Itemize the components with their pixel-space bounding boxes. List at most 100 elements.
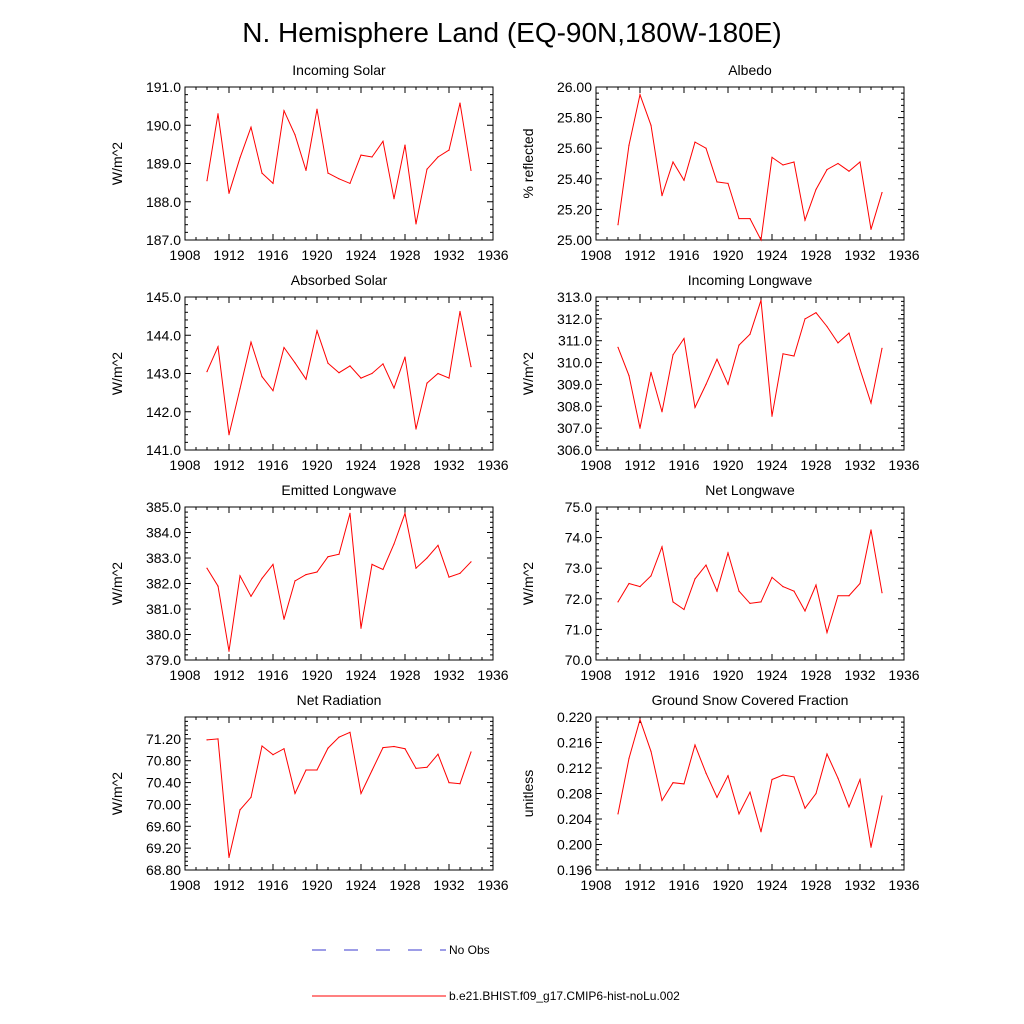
y-tick-label: 309.0 xyxy=(557,376,592,392)
x-tick-label: 1936 xyxy=(888,877,919,893)
data-point-emitted-longwave xyxy=(261,577,263,580)
panels: 1908 1912 1916 1920 1924 1928 1932 1936 187.0 188… xyxy=(109,62,920,893)
data-point-incoming-longwave xyxy=(859,368,861,370)
y-axis-label: W/m^2 xyxy=(109,142,125,185)
data-point-absorbed-solar xyxy=(404,356,406,358)
data-point-net-longwave xyxy=(793,590,795,592)
y-tick-label: 74.0 xyxy=(565,530,592,546)
x-tick-label: 1908 xyxy=(169,877,200,893)
x-tick-label: 1924 xyxy=(756,877,787,893)
data-point-ground-snow-covered-fraction xyxy=(760,831,762,833)
data-point-emitted-longwave xyxy=(327,556,329,558)
y-tick-label: 384.0 xyxy=(146,525,181,541)
data-point-absorbed-solar xyxy=(360,377,362,379)
data-point-incoming-longwave xyxy=(881,347,883,349)
legend-label-no-obs: No Obs xyxy=(449,943,490,957)
y-tick-label: 383.0 xyxy=(146,550,181,566)
data-point-incoming-longwave xyxy=(815,312,817,314)
data-point-ground-snow-covered-fraction xyxy=(793,776,795,778)
x-tick-label: 1920 xyxy=(712,877,743,893)
x-tick-label: 1912 xyxy=(213,247,244,263)
x-tick-label: 1924 xyxy=(345,877,376,893)
data-point-incoming-solar xyxy=(426,168,428,170)
y-tick-label: 310.0 xyxy=(557,355,592,371)
data-point-incoming-solar xyxy=(294,134,296,136)
data-point-albedo xyxy=(628,144,630,146)
data-point-incoming-solar xyxy=(239,157,241,159)
x-tick-label: 1912 xyxy=(624,247,655,263)
y-tick-label: 187.0 xyxy=(146,232,181,248)
data-point-absorbed-solar xyxy=(426,382,428,384)
y-tick-label: 0.212 xyxy=(557,760,592,776)
data-point-incoming-longwave xyxy=(683,337,685,340)
data-point-emitted-longwave xyxy=(228,650,230,652)
x-tick-label: 1932 xyxy=(844,667,875,683)
panel-ground-snow-covered-fraction: 1908 1912 1916 1920 1924 1928 1932 1936 0.196 0.2… xyxy=(520,692,920,893)
x-tick-label: 1928 xyxy=(389,667,420,683)
data-point-emitted-longwave xyxy=(206,567,208,569)
data-point-ground-snow-covered-fraction xyxy=(782,774,784,776)
data-point-ground-snow-covered-fraction xyxy=(826,753,828,755)
data-point-albedo xyxy=(694,141,696,143)
data-point-incoming-solar xyxy=(470,169,472,171)
data-point-net-radiation xyxy=(305,769,307,771)
data-point-albedo xyxy=(760,239,762,241)
data-point-incoming-longwave xyxy=(738,344,740,346)
x-tick-label: 1924 xyxy=(345,667,376,683)
data-point-emitted-longwave xyxy=(393,543,395,545)
data-point-absorbed-solar xyxy=(382,363,384,365)
data-point-net-radiation xyxy=(239,809,241,811)
y-tick-label: 25.80 xyxy=(557,110,592,126)
data-point-incoming-solar xyxy=(316,108,318,110)
data-point-ground-snow-covered-fraction xyxy=(848,806,850,808)
x-tick-label: 1928 xyxy=(800,667,831,683)
legend-label-model: b.e21.BHIST.f09_g17.CMIP6-hist-noLu.002 xyxy=(449,989,680,1003)
y-tick-label: 25.20 xyxy=(557,201,592,217)
data-point-net-radiation xyxy=(426,766,428,768)
y-tick-label: 25.60 xyxy=(557,140,592,156)
data-point-albedo xyxy=(727,182,729,184)
x-tick-label: 1912 xyxy=(624,877,655,893)
x-tick-label: 1916 xyxy=(668,667,699,683)
data-point-incoming-solar xyxy=(283,110,285,112)
x-tick-label: 1928 xyxy=(389,457,420,473)
data-point-incoming-solar xyxy=(217,113,219,115)
y-tick-label: 144.0 xyxy=(146,327,181,343)
data-point-ground-snow-covered-fraction xyxy=(815,792,817,795)
panel-net-radiation: 1908 1912 1916 1920 1924 1928 1932 1936 68.80 69.… xyxy=(109,692,509,893)
data-point-incoming-solar xyxy=(272,182,274,184)
panel-emitted-longwave: 1908 1912 1916 1920 1924 1928 1932 1936 379.0 380… xyxy=(109,482,509,683)
y-tick-label: 26.00 xyxy=(557,79,592,95)
data-point-ground-snow-covered-fraction xyxy=(694,744,696,746)
data-point-net-longwave xyxy=(837,595,839,597)
x-tick-label: 1936 xyxy=(477,457,508,473)
data-point-net-longwave xyxy=(672,601,674,603)
data-point-absorbed-solar xyxy=(239,388,241,390)
y-axis-label: W/m^2 xyxy=(109,352,125,395)
data-point-net-longwave xyxy=(870,529,872,531)
x-tick-label: 1920 xyxy=(712,247,743,263)
data-point-net-longwave xyxy=(705,564,707,566)
data-point-ground-snow-covered-fraction xyxy=(639,719,641,721)
panel-title-absorbed-solar: Absorbed Solar xyxy=(291,272,388,288)
data-point-emitted-longwave xyxy=(217,585,219,587)
data-point-incoming-longwave xyxy=(848,332,850,334)
data-point-albedo xyxy=(848,170,850,172)
data-point-absorbed-solar xyxy=(470,366,472,368)
data-point-ground-snow-covered-fraction xyxy=(705,772,707,774)
x-tick-label: 1920 xyxy=(301,247,332,263)
y-tick-label: 70.00 xyxy=(146,796,181,812)
data-point-emitted-longwave xyxy=(338,553,340,555)
y-tick-label: 385.0 xyxy=(146,499,181,515)
x-tick-label: 1924 xyxy=(345,247,376,263)
x-tick-label: 1928 xyxy=(389,247,420,263)
data-point-absorbed-solar xyxy=(327,362,329,364)
x-tick-label: 1936 xyxy=(888,457,919,473)
panel-title-incoming-longwave: Incoming Longwave xyxy=(688,272,813,288)
data-point-absorbed-solar xyxy=(261,376,263,378)
data-point-net-radiation xyxy=(448,782,450,784)
x-tick-label: 1920 xyxy=(301,667,332,683)
data-point-emitted-longwave xyxy=(316,571,318,573)
data-point-incoming-solar xyxy=(338,178,340,180)
